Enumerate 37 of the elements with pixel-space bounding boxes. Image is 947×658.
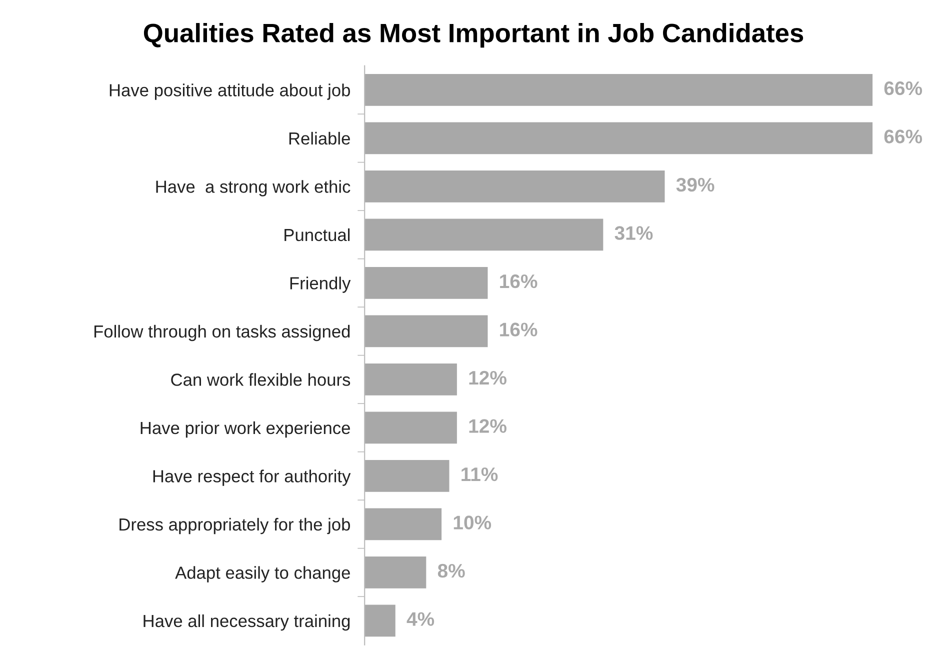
data-label: 11% — [462, 467, 498, 482]
bar — [364, 218, 604, 251]
y-tick-label: Friendly — [290, 276, 351, 293]
y-tick-label: Punctual — [284, 228, 350, 242]
data-label: 66% — [884, 81, 922, 96]
data-label: 16% — [500, 322, 538, 336]
bar — [364, 74, 873, 106]
y-tick-label: Follow through on tasks assigned — [94, 324, 350, 342]
data-label: 4% — [406, 612, 434, 626]
data-label: 66% — [884, 130, 922, 144]
y-tick-label: Have all necessary training — [144, 614, 350, 631]
y-tick-label: Reliable — [289, 132, 350, 145]
data-label: 16% — [500, 274, 538, 288]
bar — [364, 315, 488, 348]
bar — [364, 556, 426, 588]
y-tick-label: Have respect for authority — [153, 470, 351, 486]
bar — [364, 604, 396, 637]
data-label: 8% — [438, 564, 465, 578]
bar — [364, 364, 457, 396]
data-label: 31% — [614, 226, 653, 240]
y-tick-label: Adapt easily to change — [175, 566, 350, 582]
y-tick-label: Have prior work experience — [140, 421, 350, 438]
bar — [364, 170, 665, 202]
data-label: 39% — [676, 178, 714, 192]
bar — [364, 508, 442, 540]
bar — [364, 460, 450, 492]
data-label: 12% — [469, 370, 506, 385]
bar — [364, 122, 873, 154]
bar — [364, 412, 457, 444]
data-label: 10% — [454, 516, 492, 530]
bar — [364, 267, 488, 299]
y-tick-label: Dress appropriately for the job — [120, 518, 350, 534]
data-label: 12% — [469, 419, 506, 433]
y-tick-label: Have positive attitude about job — [110, 84, 350, 100]
chart-title: Qualities Rated as Most Important in Job Candidates — [144, 23, 804, 48]
y-tick-label: Have a strong work ethic — [156, 180, 350, 196]
y-tick-label: Can work flexible hours — [171, 373, 350, 386]
